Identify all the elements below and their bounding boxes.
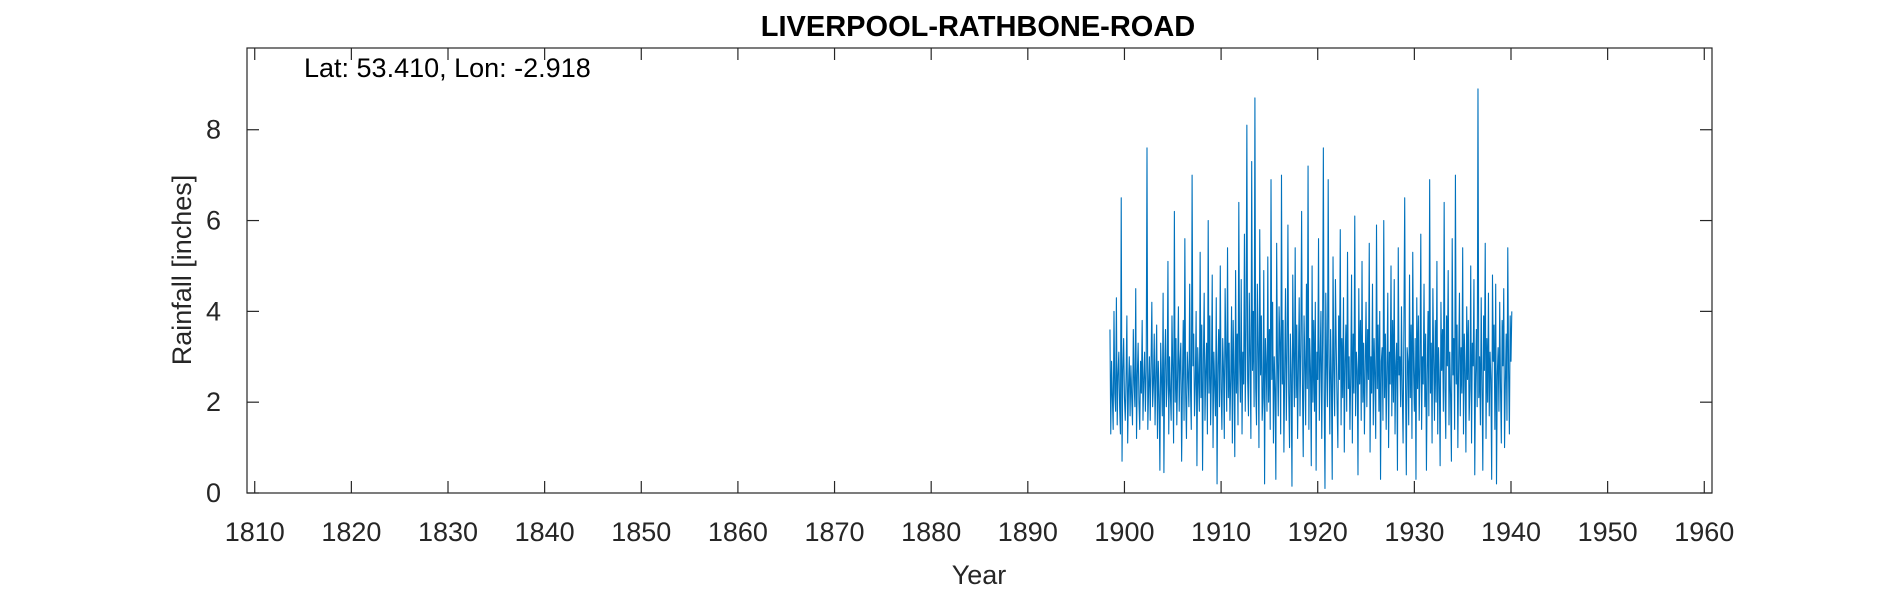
x-tick-label: 1840	[515, 517, 575, 547]
x-tick-label: 1940	[1481, 517, 1541, 547]
y-tick-label: 2	[206, 387, 221, 417]
y-axis: 0 2 4 6 8	[206, 115, 1712, 508]
x-axis-label: Year	[952, 560, 1007, 590]
x-tick-label: 1870	[805, 517, 865, 547]
x-tick-label: 1920	[1288, 517, 1348, 547]
axes-frame	[246, 47, 1713, 494]
x-tick-label: 1860	[708, 517, 768, 547]
x-tick-label: 1830	[418, 517, 478, 547]
chart-title: LIVERPOOL-RATHBONE-ROAD	[761, 11, 1195, 43]
x-axis: 1810 1820 1830 1840 1850 1860 1870 1880 1890 1900…	[225, 48, 1734, 547]
x-tick-label: 1950	[1578, 517, 1638, 547]
location-annotation: Lat: 53.410, Lon: -2.918	[304, 53, 591, 83]
x-tick-label: 1900	[1094, 517, 1154, 547]
y-axis-label: Rainfall [inches]	[167, 175, 197, 366]
x-tick-label: 1820	[321, 517, 381, 547]
x-tick-label: 1810	[225, 517, 285, 547]
x-tick-label: 1960	[1674, 517, 1734, 547]
x-tick-label: 1850	[611, 517, 671, 547]
y-tick-label: 4	[206, 296, 221, 326]
series-layer	[1109, 88, 1513, 490]
y-tick-label: 8	[206, 115, 221, 145]
x-tick-label: 1880	[901, 517, 961, 547]
y-tick-label: 0	[206, 478, 221, 508]
x-tick-label: 1910	[1191, 517, 1251, 547]
x-tick-label: 1930	[1384, 517, 1444, 547]
plot-area: 1810 1820 1830 1840 1850 1860 1870 1880 1890 1900…	[206, 47, 1734, 547]
x-tick-label: 1890	[998, 517, 1058, 547]
rainfall-series-line	[1109, 88, 1513, 490]
y-tick-label: 6	[206, 206, 221, 236]
